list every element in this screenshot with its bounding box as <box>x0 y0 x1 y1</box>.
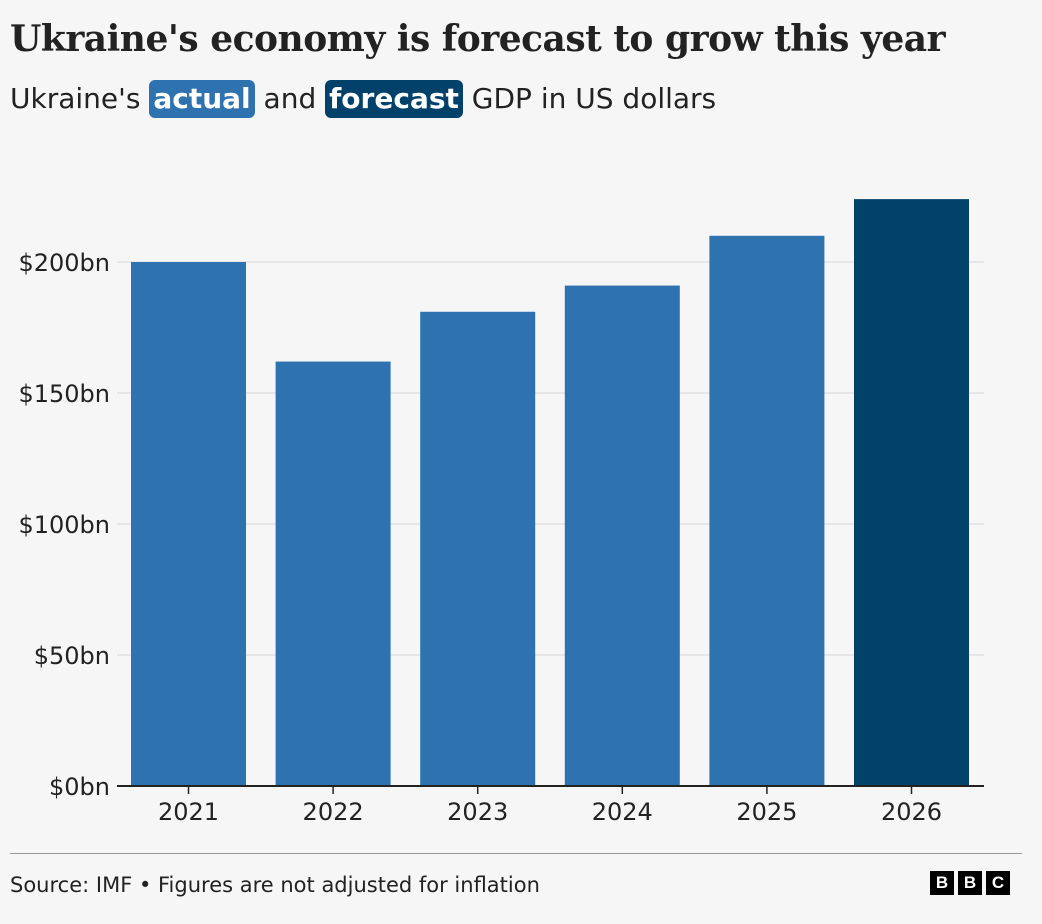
subtitle-text: and <box>254 82 326 115</box>
bar-2024 <box>564 285 680 786</box>
x-tick-label: 2021 <box>158 798 219 826</box>
y-tick-label: $100bn <box>18 511 110 539</box>
subtitle-text: GDP in US dollars <box>462 82 717 115</box>
bar-2021 <box>131 262 246 786</box>
bar-2026 <box>854 199 969 786</box>
x-tick-label: 2024 <box>592 798 653 826</box>
footer-divider <box>10 853 1022 854</box>
legend-forecast: forecast <box>325 80 463 118</box>
y-tick-label: $50bn <box>34 642 110 670</box>
bar-2025 <box>709 235 825 787</box>
subtitle-text: Ukraine's <box>10 82 150 115</box>
bar-2022 <box>275 361 391 786</box>
x-tick-label: 2025 <box>736 798 797 826</box>
chart-title: Ukraine's economy is forecast to grow th… <box>10 18 946 60</box>
y-tick-label: $150bn <box>18 380 110 408</box>
bar-2023 <box>420 311 536 786</box>
bar-chart: $0bn $50bn $100bn $150bn $200bn 2021 2022 2023 2… <box>18 199 984 826</box>
chart-subtitle: Ukraine's actual and forecast GDP in US … <box>10 80 716 118</box>
y-tick-label: $200bn <box>18 249 110 277</box>
x-tick-label: 2022 <box>303 798 364 826</box>
bbc-logo-block: B <box>930 871 954 895</box>
x-tick-label: 2023 <box>447 798 508 826</box>
bbc-logo-block: B <box>958 871 982 895</box>
y-tick-label: $0bn <box>49 773 110 801</box>
x-tick-label: 2026 <box>881 798 942 826</box>
bbc-logo-block: C <box>986 871 1010 895</box>
source-note: Source: IMF • Figures are not adjusted f… <box>10 873 540 897</box>
legend-actual: actual <box>149 80 255 118</box>
bbc-logo: B B C <box>930 871 1010 895</box>
